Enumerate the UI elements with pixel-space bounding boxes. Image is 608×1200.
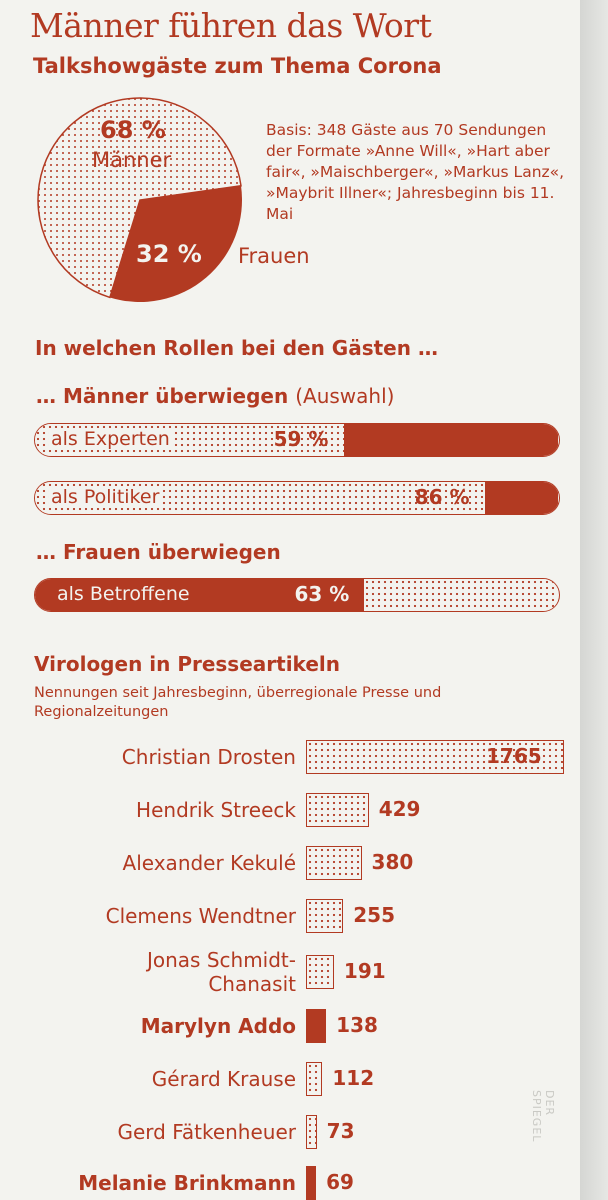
- virologist-name: Clemens Wendtner: [105, 904, 296, 928]
- virologist-bar: [306, 793, 369, 827]
- role-bar-label: als Politiker: [49, 486, 162, 508]
- pie-basis-note: Basis: 348 Gäste aus 70 Sendungen der Fo…: [266, 121, 565, 223]
- virologist-bar: [306, 846, 362, 880]
- virologist-name: Alexander Kekulé: [122, 851, 296, 875]
- virologist-value: 73: [326, 1119, 355, 1143]
- virologist-name: Hendrik Streeck: [136, 798, 296, 822]
- virologist-name: Melanie Brinkmann: [78, 1171, 296, 1195]
- virologist-value: 69: [326, 1170, 354, 1194]
- pie-men-label: Männer: [92, 148, 172, 172]
- role-bar-men-share: [343, 424, 558, 456]
- role-bar-experten: als Experten 59 %: [34, 423, 560, 457]
- virologist-bar: [306, 1062, 323, 1096]
- virologist-value: 191: [343, 959, 386, 983]
- role-bar-women-share: [35, 579, 365, 611]
- publisher-watermark: DER SPIEGEL: [530, 1090, 556, 1143]
- virologist-bar: [306, 899, 344, 933]
- virologist-name: Gérard Krause: [151, 1067, 296, 1091]
- virologist-value: 380: [371, 850, 414, 874]
- pie-women-percent: 32 %: [136, 240, 202, 268]
- role-bar-men-share: [484, 482, 558, 514]
- men-heading-text: … Männer überwiegen: [36, 384, 289, 408]
- virologist-name: Jonas Schmidt- Chanasit: [146, 948, 296, 996]
- virologist-value: 112: [332, 1066, 375, 1090]
- virologist-value: 1765: [486, 744, 542, 768]
- roles-heading: In welchen Rollen bei den Gästen …: [35, 336, 438, 360]
- virologist-bar: [306, 1115, 317, 1149]
- role-bar-women-share: [35, 482, 485, 514]
- role-bar-men-share: [364, 579, 558, 611]
- virologist-name: Marylyn Addo: [140, 1014, 296, 1038]
- page-subtitle: Talkshowgäste zum Thema Corona: [33, 54, 442, 78]
- virologist-bar: [306, 740, 564, 774]
- virologist-value: 255: [353, 903, 396, 927]
- pie-men-percent: 68 %: [100, 116, 166, 144]
- pie-slice-frauen: [109, 185, 243, 302]
- virologist-value: 138: [336, 1013, 378, 1037]
- men-heading-note: (Auswahl): [295, 384, 395, 408]
- gender-pie-chart: [37, 97, 243, 302]
- virologist-bar: [306, 1009, 327, 1043]
- role-bar-betroffene: als Betroffene 63 %: [34, 578, 560, 612]
- virologist-name: Gerd Fätkenheuer: [117, 1120, 296, 1144]
- virologist-bar: [306, 1166, 317, 1200]
- men-heading: … Männer überwiegen (Auswahl): [36, 384, 394, 408]
- page-title: Männer führen das Wort: [30, 6, 432, 45]
- role-bar-value: 63 %: [294, 582, 350, 606]
- role-bar-label: als Betroffene: [57, 583, 190, 605]
- virologists-heading: Virologen in Presseartikeln: [34, 652, 340, 676]
- page-gutter: [580, 0, 608, 1200]
- role-bar-label: als Experten: [49, 428, 172, 450]
- virologist-value: 429: [378, 797, 421, 821]
- virologist-name: Christian Drosten: [121, 745, 296, 769]
- role-bar-value: 86 %: [414, 485, 470, 509]
- women-heading: … Frauen überwiegen: [36, 540, 281, 564]
- virologist-bar: [306, 955, 334, 989]
- pie-women-label: Frauen: [238, 244, 310, 268]
- role-bar-politiker: als Politiker 86 %: [34, 481, 560, 515]
- virologists-subheading: Nennungen seit Jahresbeginn, überregiona…: [34, 685, 442, 720]
- role-bar-value: 59 %: [273, 427, 329, 451]
- pie-slice-maenner: [37, 97, 242, 299]
